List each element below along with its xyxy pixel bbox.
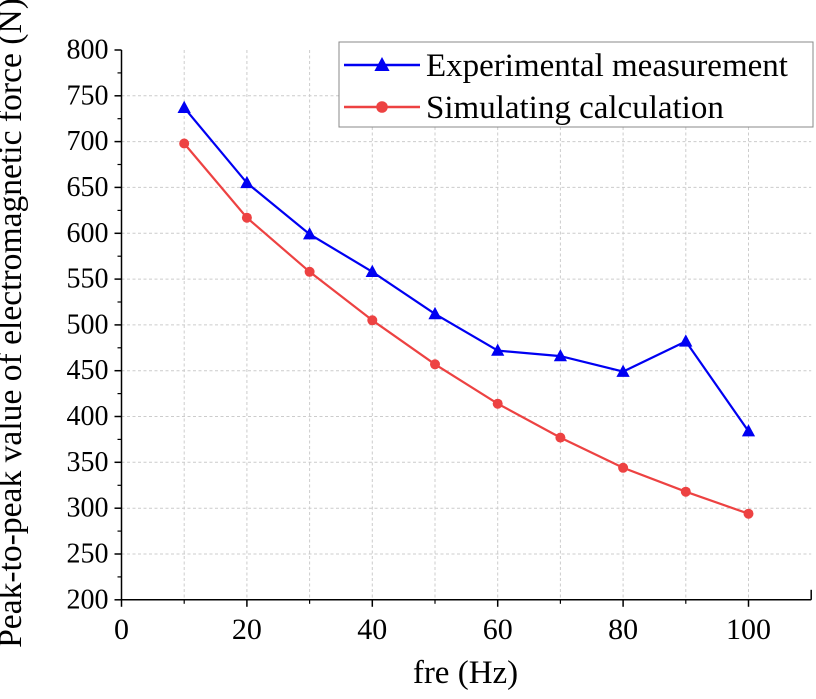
- svg-text:Experimental measurement: Experimental measurement: [426, 48, 788, 84]
- svg-text:400: 400: [67, 401, 109, 432]
- svg-text:800: 800: [67, 35, 109, 66]
- svg-text:650: 650: [67, 172, 109, 203]
- svg-text:60: 60: [483, 613, 513, 646]
- svg-text:20: 20: [232, 613, 262, 646]
- svg-text:200: 200: [67, 584, 109, 615]
- svg-text:0: 0: [114, 613, 129, 646]
- svg-text:500: 500: [67, 309, 109, 340]
- svg-text:40: 40: [357, 613, 387, 646]
- svg-text:350: 350: [67, 447, 109, 478]
- svg-text:300: 300: [67, 493, 109, 524]
- svg-text:250: 250: [67, 539, 109, 570]
- svg-text:100: 100: [726, 613, 771, 646]
- svg-text:450: 450: [67, 355, 109, 386]
- svg-text:Simulating calculation: Simulating calculation: [426, 90, 724, 126]
- svg-text:750: 750: [67, 80, 109, 111]
- svg-text:700: 700: [67, 126, 109, 157]
- svg-text:80: 80: [608, 613, 638, 646]
- svg-text:550: 550: [67, 264, 109, 295]
- svg-text:600: 600: [67, 218, 109, 249]
